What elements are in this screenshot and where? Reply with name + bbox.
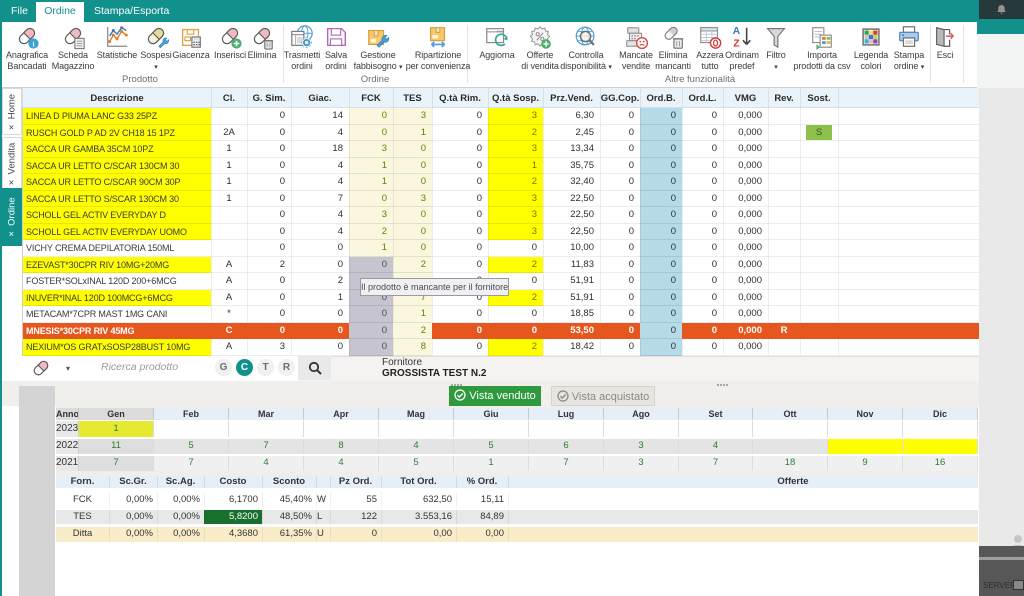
svg-text:A: A [733,26,741,37]
svg-text:i: i [33,39,35,48]
svg-text:Z: Z [733,38,739,49]
